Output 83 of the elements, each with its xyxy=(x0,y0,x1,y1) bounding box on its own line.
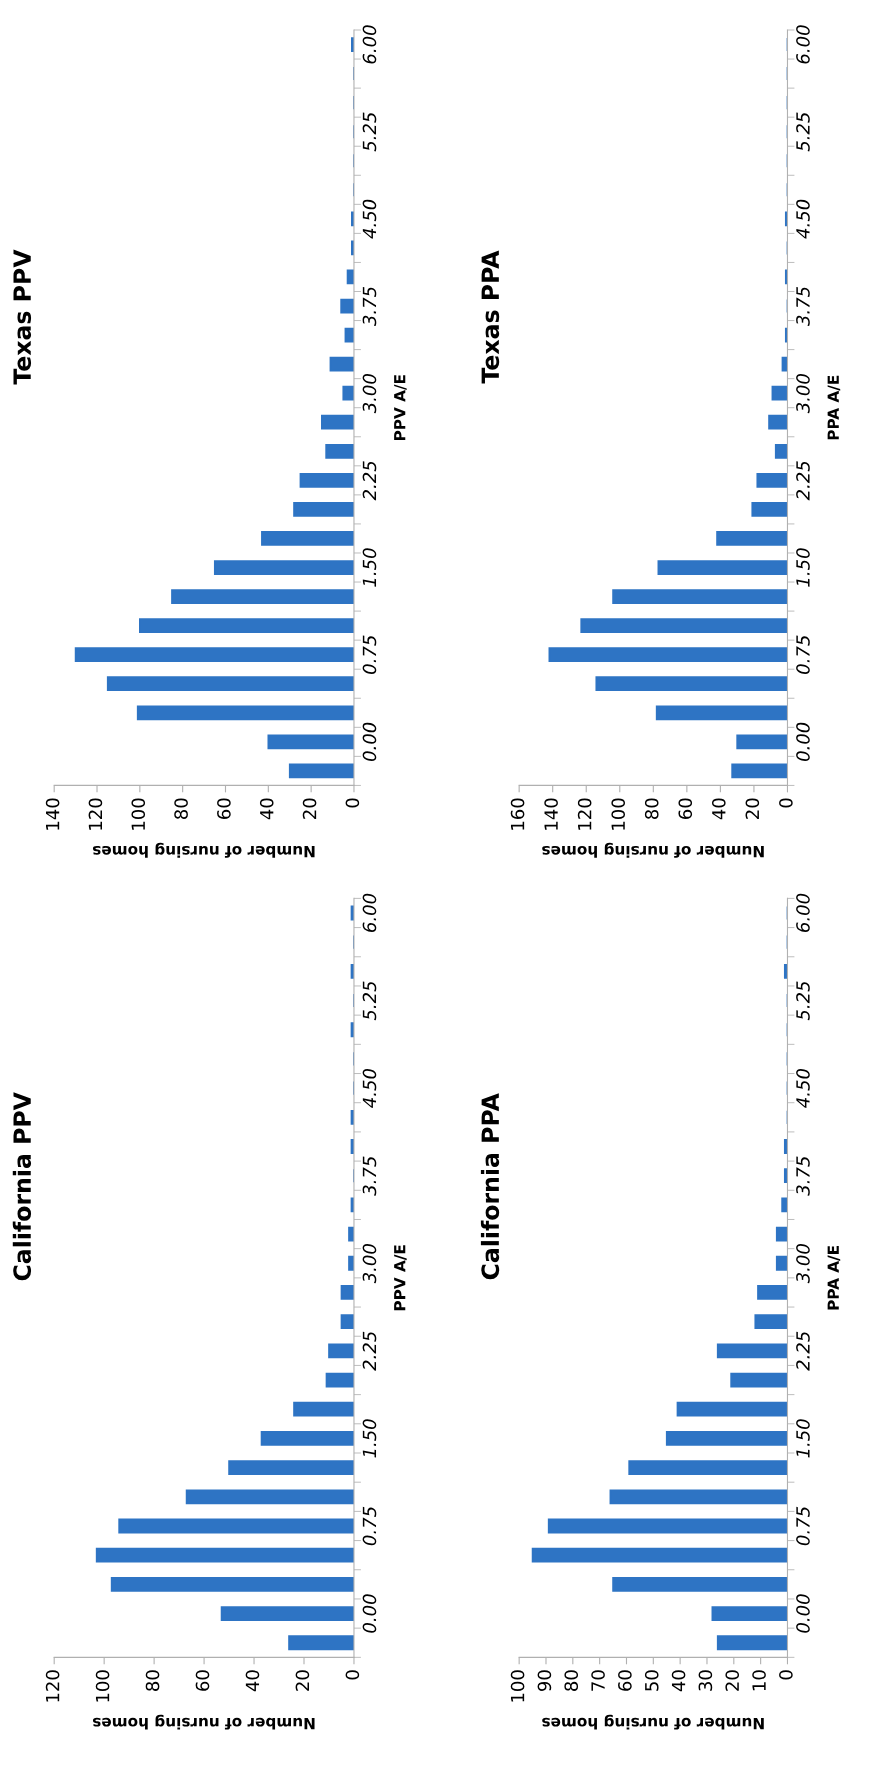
x-tick-label: 90 xyxy=(537,1670,552,1691)
y-axis-title: PPA A/E xyxy=(827,1245,841,1310)
y-tick-label: 3.75 xyxy=(362,1156,377,1196)
y-tick-label: 2.25 xyxy=(362,1331,377,1371)
y-tick-label: 3.00 xyxy=(796,1244,810,1284)
y-tick-label: 1.50 xyxy=(796,1419,810,1458)
y-tick-label: 6.00 xyxy=(796,25,810,64)
x-tick-label: 20 xyxy=(302,798,317,819)
y-axis-title: PPV A/E xyxy=(394,1245,407,1311)
y-tick-label: 0.75 xyxy=(796,1506,810,1546)
x-tick-label: 120 xyxy=(88,798,103,830)
x-tick-label: 100 xyxy=(510,1670,525,1702)
x-tick-label: 140 xyxy=(45,798,60,830)
y-tick-label: 1.50 xyxy=(362,548,377,587)
y-axis-title: PPV A/E xyxy=(394,375,407,440)
x-tick-label: 40 xyxy=(245,1670,260,1692)
x-tick-label: 20 xyxy=(745,798,760,819)
x-tick-label: 80 xyxy=(174,798,188,819)
y-tick-label: 5.25 xyxy=(362,981,377,1021)
y-tick-label: 5.25 xyxy=(796,112,810,152)
x-tick-label: 0 xyxy=(345,798,360,808)
x-tick-label: 140 xyxy=(544,798,558,830)
x-tick-label: 160 xyxy=(510,798,525,830)
y-tick-label: 4.50 xyxy=(362,199,377,239)
x-tick-label: 40 xyxy=(711,798,726,820)
y-tick-label: 6.00 xyxy=(362,25,377,64)
x-tick-label: 60 xyxy=(618,1670,632,1691)
x-tick-label: 0 xyxy=(779,1670,793,1680)
y-tick-label: 3.75 xyxy=(362,286,377,327)
x-tick-label: 60 xyxy=(195,1670,210,1691)
x-axis-title: Number of nursing homes xyxy=(542,842,764,858)
y-tick-label: 3.75 xyxy=(796,286,810,327)
y-tick-label: 0.00 xyxy=(796,1594,810,1633)
x-tick-label: 100 xyxy=(611,798,626,830)
y-tick-label: 4.50 xyxy=(796,199,810,239)
x-tick-label: 0 xyxy=(779,798,793,808)
y-tick-label: 3.00 xyxy=(362,373,377,414)
text: California PPV xyxy=(12,1092,32,1281)
x-tick-label: 70 xyxy=(591,1670,605,1691)
x-tick-label: 100 xyxy=(95,1670,110,1702)
y-tick-label: 2.25 xyxy=(796,1331,810,1371)
y-tick-label: 3.75 xyxy=(796,1156,810,1196)
y-tick-label: 1.50 xyxy=(362,1419,377,1458)
x-tick-label: 80 xyxy=(644,798,659,819)
x-tick-label: 0 xyxy=(345,1670,360,1680)
y-tick-label: 0.00 xyxy=(796,722,810,762)
x-tick-label: 50 xyxy=(644,1670,659,1691)
text: Texas PPA xyxy=(481,250,500,384)
x-tick-label: 80 xyxy=(564,1670,579,1691)
y-tick-label: 6.00 xyxy=(796,893,810,932)
y-axis-title: PPA A/E xyxy=(827,375,841,440)
y-tick-label: 2.25 xyxy=(362,461,377,501)
y-tick-label: 0.75 xyxy=(796,635,810,674)
x-tick-label: 20 xyxy=(725,1670,740,1691)
y-tick-label: 1.50 xyxy=(796,548,810,587)
x-tick-label: 10 xyxy=(752,1670,766,1691)
y-tick-label: 0.75 xyxy=(362,635,377,674)
x-tick-label: 120 xyxy=(577,798,592,830)
x-tick-label: 60 xyxy=(678,798,693,819)
x-axis-title: Number of nursing homes xyxy=(92,1714,315,1730)
y-tick-label: 0.00 xyxy=(362,722,377,762)
x-tick-label: 30 xyxy=(698,1670,713,1691)
y-tick-label: 6.00 xyxy=(362,893,377,932)
y-tick-label: 0.75 xyxy=(362,1506,377,1546)
y-tick-label: 4.50 xyxy=(796,1068,810,1108)
x-tick-label: 40 xyxy=(671,1670,686,1692)
y-tick-label: 4.50 xyxy=(362,1068,377,1108)
x-axis-title: Number of nursing homes xyxy=(92,842,315,858)
x-tick-label: 20 xyxy=(295,1670,310,1691)
x-axis-title: Number of nursing homes xyxy=(542,1714,764,1730)
y-tick-label: 2.25 xyxy=(796,461,810,501)
text: California PPA xyxy=(480,1093,500,1280)
x-tick-label: 80 xyxy=(145,1670,160,1691)
x-tick-label: 60 xyxy=(217,798,231,819)
y-tick-label: 0.00 xyxy=(362,1594,377,1633)
y-tick-label: 5.25 xyxy=(362,112,377,152)
text: Texas PPV xyxy=(13,249,32,385)
x-tick-label: 100 xyxy=(131,798,146,830)
x-tick-label: 120 xyxy=(45,1670,60,1702)
y-tick-label: 5.25 xyxy=(796,981,810,1021)
y-tick-label: 3.00 xyxy=(362,1244,377,1284)
y-tick-label: 3.00 xyxy=(796,373,810,414)
x-tick-label: 40 xyxy=(259,798,274,820)
